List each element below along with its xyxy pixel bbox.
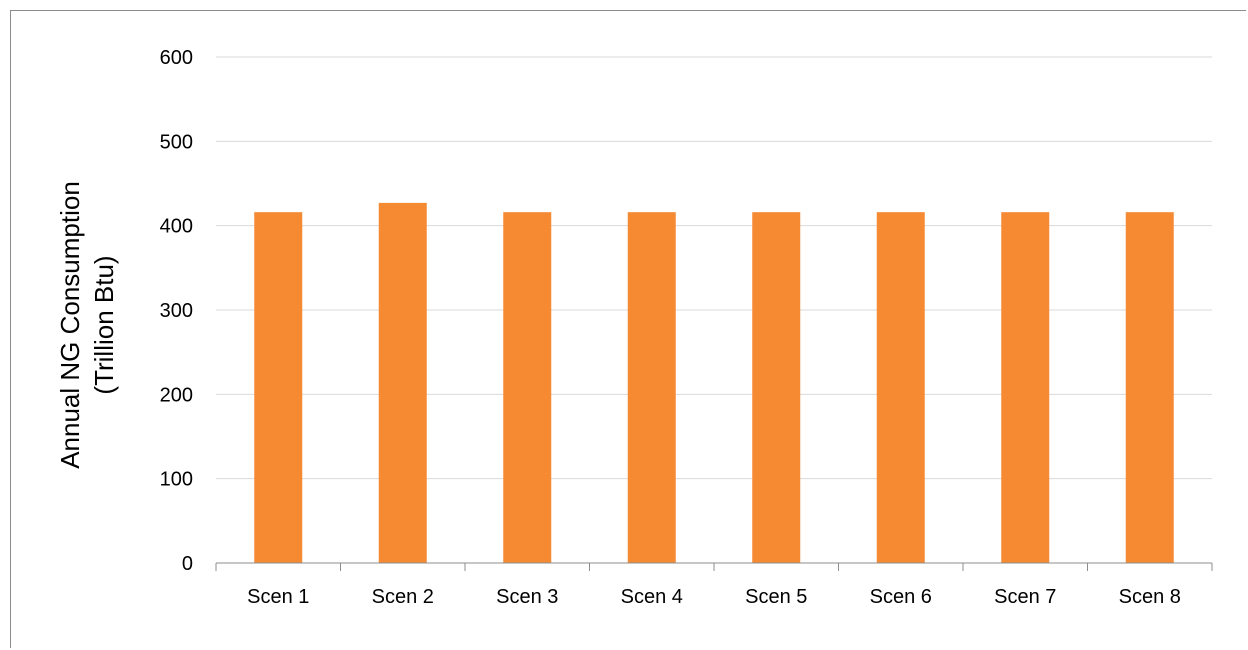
x-tick-label-4: Scen 4 — [621, 586, 683, 608]
bar-3 — [503, 212, 552, 563]
gridlines — [216, 56, 1212, 480]
x-tick-label-8: Scen 8 — [1119, 586, 1181, 608]
y-axis-title-line-1: Annual NG Consumption — [55, 181, 85, 469]
bar-5 — [752, 212, 801, 563]
y-axis-title-line-2: (Trillion Btu) — [89, 255, 119, 394]
x-tick-labels: Scen 1 Scen 2 Scen 3 Scen 4 Scen 5 Scen 6 Scen… — [247, 586, 1181, 608]
x-tick-label-1: Scen 1 — [247, 586, 309, 608]
bar-1 — [254, 212, 303, 563]
axes — [215, 562, 1213, 571]
y-tick-label-600: 600 — [160, 47, 193, 69]
bar-2 — [378, 202, 427, 563]
y-tick-label-200: 200 — [160, 384, 193, 406]
y-tick-label-300: 300 — [160, 300, 193, 322]
bar-6 — [876, 212, 925, 563]
y-tick-labels: 0 100 200 300 400 500 600 — [160, 47, 193, 575]
x-tick-label-3: Scen 3 — [496, 586, 558, 608]
y-tick-label-100: 100 — [160, 469, 193, 491]
y-tick-label-500: 500 — [160, 131, 193, 153]
bar-8 — [1125, 212, 1174, 563]
x-tick-label-6: Scen 6 — [870, 586, 932, 608]
bars — [254, 202, 1174, 563]
bar-7 — [1001, 212, 1050, 563]
x-tick-label-2: Scen 2 — [372, 586, 434, 608]
x-tick-label-5: Scen 5 — [745, 586, 807, 608]
y-tick-label-400: 400 — [160, 216, 193, 238]
bar-4 — [627, 212, 676, 563]
y-tick-label-0: 0 — [182, 553, 193, 575]
x-tick-label-7: Scen 7 — [994, 586, 1056, 608]
